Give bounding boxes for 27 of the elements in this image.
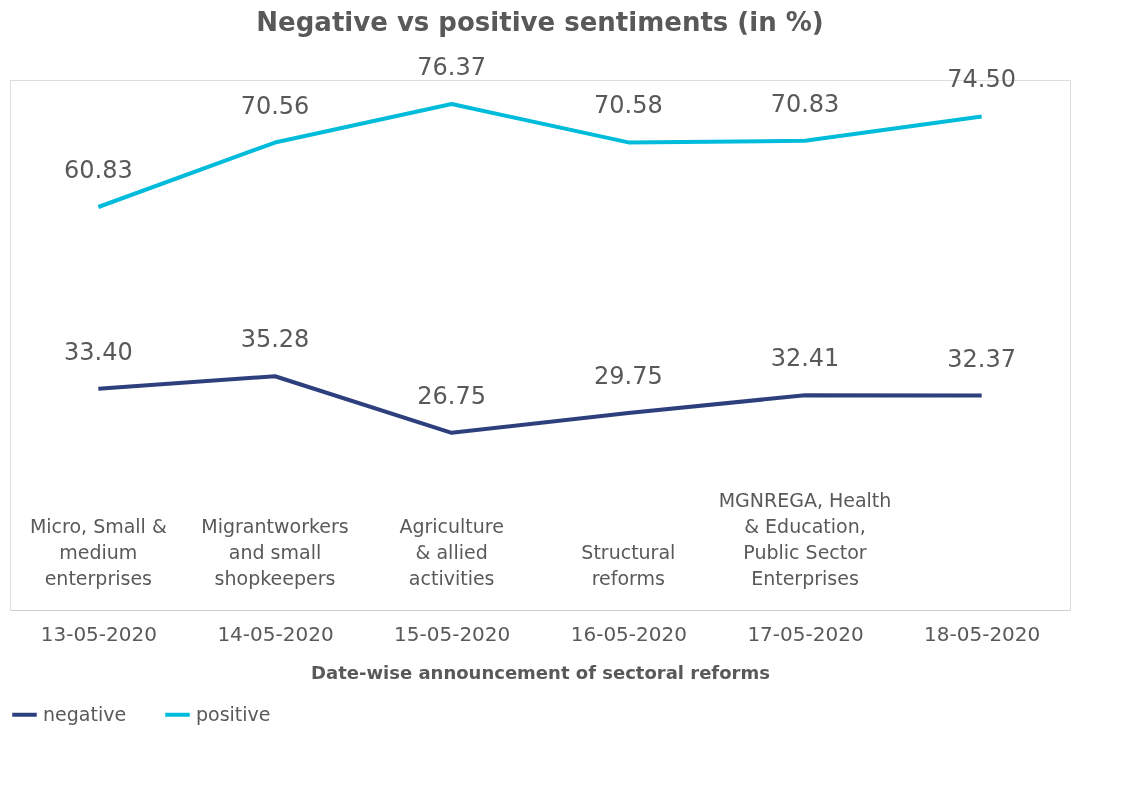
- text: Agriculture & allied activities: [399, 515, 504, 589]
- data-label: 76.37: [417, 53, 487, 82]
- x-tick-label: 16-05-2020: [570, 621, 687, 646]
- data-label: 35.28: [240, 325, 310, 354]
- chart-title: Negative vs positive sentiments (in %): [256, 7, 824, 38]
- legend-label: negative: [43, 702, 127, 725]
- legend-label: positive: [196, 702, 271, 725]
- data-label: 32.37: [947, 344, 1017, 373]
- x-tick-label: 14-05-2020: [217, 621, 334, 646]
- text: Structural reforms: [581, 541, 676, 589]
- data-label: 70.56: [240, 91, 310, 120]
- text: Migrantworkers and small shopkeepers: [201, 515, 349, 589]
- text: Micro, Small & medium enterprises: [29, 515, 167, 589]
- data-label: 70.58: [593, 91, 663, 120]
- x-tick-label: 13-05-2020: [40, 621, 157, 646]
- x-axis-title: Date-wise announcement of sectoral reforms: [311, 661, 770, 683]
- data-label: 29.75: [593, 361, 663, 390]
- data-label: 60.83: [63, 156, 133, 184]
- x-tick-label: 18-05-2020: [924, 621, 1041, 646]
- data-label: 32.41: [770, 344, 840, 373]
- text: MGNREGA, Health & Education, Public Sector Enterprises: [718, 489, 892, 589]
- data-label: 26.75: [417, 381, 487, 410]
- data-label: 33.40: [63, 337, 133, 366]
- data-label: 70.83: [770, 89, 840, 118]
- x-tick-label: 15-05-2020: [394, 621, 511, 646]
- x-tick-label: 17-05-2020: [747, 621, 864, 646]
- data-label: 74.50: [947, 65, 1017, 94]
